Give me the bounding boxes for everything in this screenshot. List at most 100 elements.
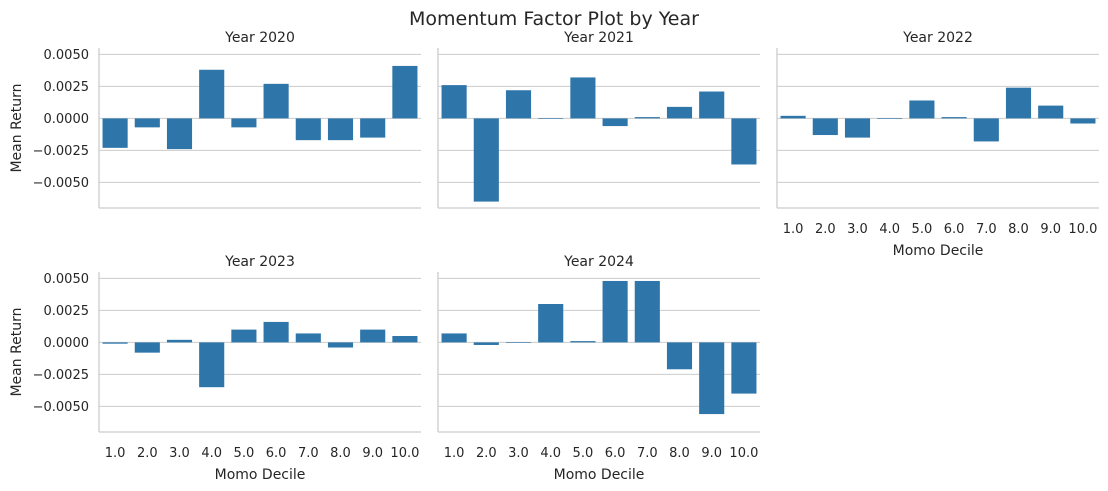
facet-panel: Year 2023 0.0050 0.0025 0.0000 −0.0025 −0.005… (9, 254, 421, 483)
panel-title: Year 2020 (224, 30, 295, 46)
x-tick-label: 7.0 (298, 446, 319, 461)
bar (1070, 118, 1096, 124)
bar (1038, 105, 1064, 119)
panel-title: Year 2022 (902, 30, 973, 46)
bar (731, 118, 757, 165)
y-tick-label: −0.0025 (33, 368, 89, 383)
bar (360, 118, 386, 138)
y-tick-label: 0.0025 (44, 304, 90, 319)
y-tick-label: 0.0050 (44, 272, 90, 287)
panel-title: Year 2024 (563, 254, 634, 270)
x-tick-label: 2.0 (137, 446, 158, 461)
facet-grid: Year 2020 0.0050 0.0025 0.0000 −0.0025 −0.005… (9, 30, 1099, 483)
bar (909, 100, 935, 119)
bar (134, 118, 160, 128)
y-tick-label: 0.0000 (44, 112, 90, 127)
panel-title: Year 2023 (224, 254, 295, 270)
bar (295, 118, 321, 141)
bar (166, 339, 193, 343)
x-tick-label: 5.0 (573, 446, 594, 461)
bar (570, 341, 596, 343)
facet-panel: Year 2022 1.0 2.0 3.0 4.0 5.0 6.0 7.0 8.0 9.0 10.0… (776, 30, 1099, 259)
x-tick-label: 4.0 (879, 222, 900, 237)
bar (263, 321, 289, 343)
y-tick-label: −0.0050 (33, 400, 89, 415)
bar (166, 118, 193, 150)
x-tick-label: 4.0 (201, 446, 222, 461)
chart-title: Momentum Factor Plot by Year (409, 8, 699, 30)
bar (392, 336, 418, 343)
x-tick-label: 4.0 (540, 446, 561, 461)
bar (295, 333, 321, 343)
x-tick-label: 3.0 (847, 222, 868, 237)
bar (941, 117, 967, 119)
bar (392, 65, 418, 119)
x-tick-label: 5.0 (234, 446, 255, 461)
bar (877, 118, 903, 119)
facet-panel: Year 2021 (437, 30, 760, 209)
x-tick-label: 2.0 (815, 222, 836, 237)
y-tick-label: −0.0050 (33, 176, 89, 191)
bar (780, 115, 806, 119)
bar (441, 85, 467, 119)
bar (973, 118, 999, 142)
x-tick-label: 6.0 (944, 222, 965, 237)
y-tick-label: 0.0050 (44, 48, 90, 63)
bar (102, 118, 128, 148)
x-tick-label: 1.0 (444, 446, 465, 461)
x-tick-label: 9.0 (1040, 222, 1061, 237)
bar (505, 342, 532, 343)
bar (473, 118, 499, 202)
y-tick-label: 0.0000 (44, 336, 90, 351)
bar (1005, 87, 1032, 119)
bar (699, 91, 725, 119)
bar (602, 280, 628, 343)
bar (134, 342, 160, 353)
x-axis-label: Momo Decile (893, 243, 984, 259)
x-tick-label: 7.0 (637, 446, 658, 461)
bar (844, 118, 871, 138)
x-tick-label: 8.0 (669, 446, 690, 461)
bar (666, 106, 693, 119)
x-tick-label: 10.0 (1068, 222, 1097, 237)
x-axis-label: Momo Decile (554, 467, 645, 483)
x-tick-label: 6.0 (605, 446, 626, 461)
bar (441, 333, 467, 343)
bar (666, 342, 693, 370)
bar (505, 90, 532, 119)
bar (327, 118, 354, 141)
bar (699, 342, 725, 415)
x-tick-label: 1.0 (105, 446, 126, 461)
bar (602, 118, 628, 127)
bar (199, 69, 225, 119)
y-axis-label: Mean Return (9, 83, 25, 172)
x-tick-label: 10.0 (729, 446, 758, 461)
bar (199, 342, 225, 388)
bar (327, 342, 354, 348)
x-tick-label: 8.0 (1008, 222, 1029, 237)
x-tick-label: 3.0 (169, 446, 190, 461)
bar (538, 118, 564, 119)
bar (538, 304, 564, 343)
y-tick-label: 0.0025 (44, 80, 90, 95)
x-tick-label: 1.0 (783, 222, 804, 237)
bar (263, 83, 289, 119)
y-tick-label: −0.0025 (33, 144, 89, 159)
x-tick-label: 3.0 (508, 446, 529, 461)
x-tick-label: 9.0 (701, 446, 722, 461)
bar (231, 329, 257, 343)
x-tick-label: 9.0 (362, 446, 383, 461)
y-axis-label: Mean Return (9, 307, 25, 396)
x-tick-label: 6.0 (266, 446, 287, 461)
bar (473, 342, 499, 345)
bar (812, 118, 838, 136)
x-tick-label: 7.0 (976, 222, 997, 237)
bar (731, 342, 757, 394)
x-tick-label: 2.0 (476, 446, 497, 461)
x-tick-label: 5.0 (912, 222, 933, 237)
bar (360, 329, 386, 343)
bar (570, 77, 596, 119)
panel-title: Year 2021 (563, 30, 634, 46)
facet-panel: Year 2020 0.0050 0.0025 0.0000 −0.0025 −0.005… (9, 30, 421, 209)
